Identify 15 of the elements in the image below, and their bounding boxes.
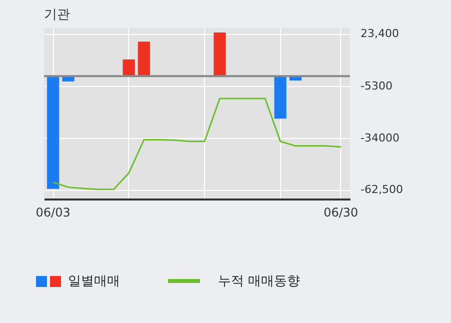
x-tick-label: 06/30 [324, 206, 358, 220]
y-tick-label: 23,400 [360, 27, 399, 40]
y-tick-label: -34000 [360, 131, 400, 144]
bar [138, 42, 150, 76]
y-tick-label: -5300 [360, 79, 392, 92]
line-series [52, 98, 342, 190]
legend-label: 일별매매 [68, 273, 120, 290]
bar [214, 32, 226, 76]
x-tick-label: 06/03 [36, 206, 70, 220]
y-tick-label: -62,500 [360, 183, 403, 196]
chart-title: 기관 [44, 8, 70, 23]
bar [274, 76, 286, 119]
bar [122, 59, 135, 76]
legend-label: 누적 매매동향 [218, 273, 300, 290]
bar [47, 76, 60, 189]
